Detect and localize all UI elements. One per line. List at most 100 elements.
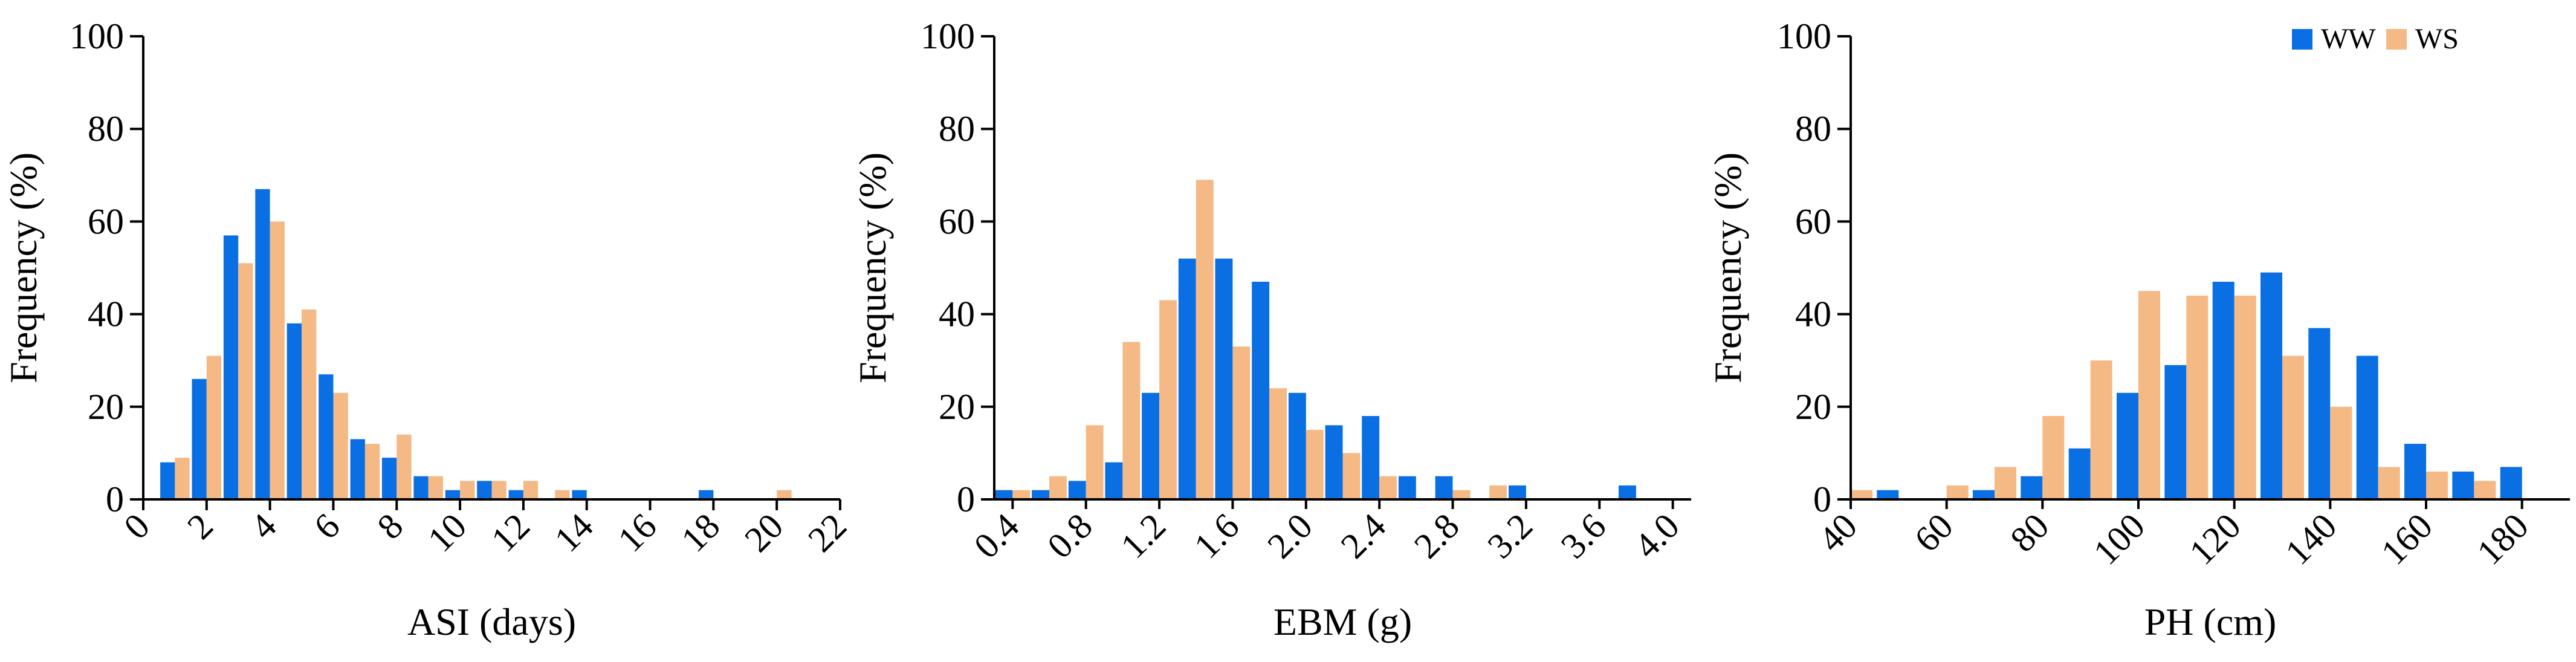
panel1-bar-ws-11	[491, 481, 506, 499]
panel1-bar-ws-9	[428, 476, 443, 499]
panel2-ytick-label-20: 20	[939, 387, 975, 427]
panel1-bar-ws-2	[206, 355, 222, 499]
panel3-ytick-label-60: 60	[1795, 201, 1831, 241]
panel3-bar-ww-130	[2260, 272, 2282, 499]
panel3-bar-ws-120	[2234, 296, 2256, 499]
panel1-x-axis-label: ASI (days)	[407, 600, 576, 643]
panel2-xtick-label-3_6: 3.6	[1553, 506, 1614, 566]
panel2-xtick-label-2_8: 2.8	[1406, 506, 1467, 566]
panel3-bar-ws-160	[2426, 472, 2448, 499]
panel1-bar-ws-1	[175, 458, 190, 499]
panel2-bar-ww-1_4	[1178, 258, 1196, 499]
legend-label-ws: WS	[2415, 23, 2459, 55]
panel2-xtick-label-1_2: 1.2	[1113, 506, 1174, 566]
panel2-bar-ww-1_8	[1252, 282, 1270, 499]
panel1-xtick-label-2: 2	[180, 506, 221, 547]
legend-swatch-ws	[2386, 29, 2407, 50]
panel1-bar-ws-12	[523, 481, 539, 499]
panel1-xtick-label-10: 10	[420, 506, 474, 560]
panel2-bar-ww-1_6	[1215, 258, 1233, 499]
panel1-bar-ww-14	[572, 490, 587, 499]
panel3-bar-ww-150	[2356, 355, 2378, 499]
panel3-ytick-label-20: 20	[1795, 387, 1831, 427]
panel2-ytick-label-40: 40	[939, 294, 975, 334]
panel1-bar-ws-7	[364, 444, 380, 499]
panel1-bar-ww-7	[350, 439, 365, 499]
panel2-xtick-label-2_0: 2.0	[1260, 506, 1320, 566]
panel1-bar-ww-18	[699, 490, 714, 499]
panel2-bar-ww-2_2	[1325, 425, 1343, 499]
panel2-bar-ws-1_2	[1159, 300, 1177, 499]
panel1-ytick-label-40: 40	[88, 294, 124, 334]
panel2-xtick-label-0_4: 0.4	[966, 506, 1027, 566]
panel3-xtick-label-100: 100	[2086, 506, 2152, 573]
panel1-xtick-label-16: 16	[610, 506, 664, 560]
panel2-ytick-label-0: 0	[957, 479, 975, 519]
panel3-ytick-label-100: 100	[1777, 16, 1831, 56]
panel3-bar-ws-60	[1946, 485, 1969, 499]
panel1-xtick-label-12: 12	[484, 506, 537, 560]
panel3-bar-ww-170	[2452, 472, 2474, 499]
panel2-bar-ws-2	[1306, 430, 1324, 499]
panel1-bar-ww-2	[192, 378, 207, 499]
panel2-bar-ww-2_6	[1398, 476, 1416, 499]
panel3-xtick-label-140: 140	[2277, 506, 2344, 573]
panel1-ytick-label-0: 0	[106, 479, 124, 519]
panel1-bar-ws-3	[238, 263, 253, 499]
panel2-bar-ww-0_6	[1032, 490, 1049, 499]
panel2-y-axis-label: Frequency (%)	[851, 152, 894, 383]
panel1-bar-ww-8	[382, 458, 397, 499]
panel3-bar-ws-130	[2282, 355, 2304, 499]
panel1-bar-ws-13	[555, 490, 570, 499]
panel3-y-axis-label: Frequency (%)	[1706, 152, 1749, 383]
panel1-xtick-label-20: 20	[737, 506, 791, 560]
panel1-y-axis-label: Frequency (%)	[2, 152, 45, 383]
panel2-ytick-label-100: 100	[921, 16, 975, 56]
panel1-ytick-label-20: 20	[88, 387, 124, 427]
panel1-bar-ww-1	[160, 462, 175, 499]
panel1-xtick-label-18: 18	[673, 506, 727, 560]
panel2-bar-ww-1_2	[1142, 392, 1159, 499]
panel3-bar-ws-150	[2378, 467, 2400, 499]
panel1-xtick-label-4: 4	[243, 506, 284, 547]
panel2-bar-ww-3_2	[1509, 485, 1526, 499]
panel3-bar-ws-80	[2042, 416, 2065, 499]
panel2-bar-ws-0_4	[1012, 490, 1031, 499]
panel3-bar-ws-70	[1995, 467, 2016, 499]
panel1-bar-ws-5	[302, 309, 317, 499]
panel2-x-axis-label: EBM (g)	[1273, 600, 1412, 643]
panel3-bar-ws-110	[2186, 296, 2209, 499]
panel3-bar-ww-110	[2164, 365, 2187, 499]
panel1-bar-ww-10	[445, 490, 461, 499]
panel2-bar-ww-2	[1288, 392, 1306, 499]
panel1-bar-ws-10	[460, 481, 475, 499]
panel1-ytick-label-80: 80	[88, 109, 124, 149]
panel2-xtick-label-4_0: 4.0	[1626, 506, 1687, 566]
panel1-xtick-label-22: 22	[800, 506, 854, 560]
panel1-bar-ww-12	[508, 490, 523, 499]
panel3-xtick-label-80: 80	[2002, 506, 2056, 560]
panel2-bar-ws-1_4	[1196, 180, 1214, 499]
panel3-bar-ws-90	[2090, 360, 2112, 499]
panel2-bar-ww-2_8	[1435, 476, 1453, 499]
panel3-bar-ww-80	[2021, 476, 2043, 499]
panel3-bar-ww-70	[1973, 490, 1995, 499]
panel3-xtick-label-120: 120	[2182, 506, 2248, 573]
panel3-ytick-label-0: 0	[1813, 479, 1831, 519]
panel3-bar-ws-100	[2138, 291, 2160, 499]
panel1-bar-ww-5	[286, 323, 302, 499]
panel1-bar-ws-8	[396, 434, 412, 499]
panel2-bar-ws-1_6	[1232, 346, 1251, 499]
panel2-bar-ww-2_4	[1362, 416, 1380, 499]
panel1-bar-ww-6	[319, 374, 334, 499]
panel1-bar-ww-3	[223, 235, 239, 499]
panel3-x-axis-label: PH (cm)	[2144, 600, 2277, 643]
panel1-ytick-label-60: 60	[88, 201, 124, 241]
panel3-ytick-label-80: 80	[1795, 109, 1831, 149]
panel3-bar-ww-90	[2068, 448, 2091, 499]
panel2-bar-ws-1	[1122, 342, 1141, 499]
panel3-bar-ww-160	[2404, 444, 2426, 499]
panel1-bar-ws-20	[777, 490, 792, 499]
legend-label-ww: WW	[2321, 23, 2376, 55]
